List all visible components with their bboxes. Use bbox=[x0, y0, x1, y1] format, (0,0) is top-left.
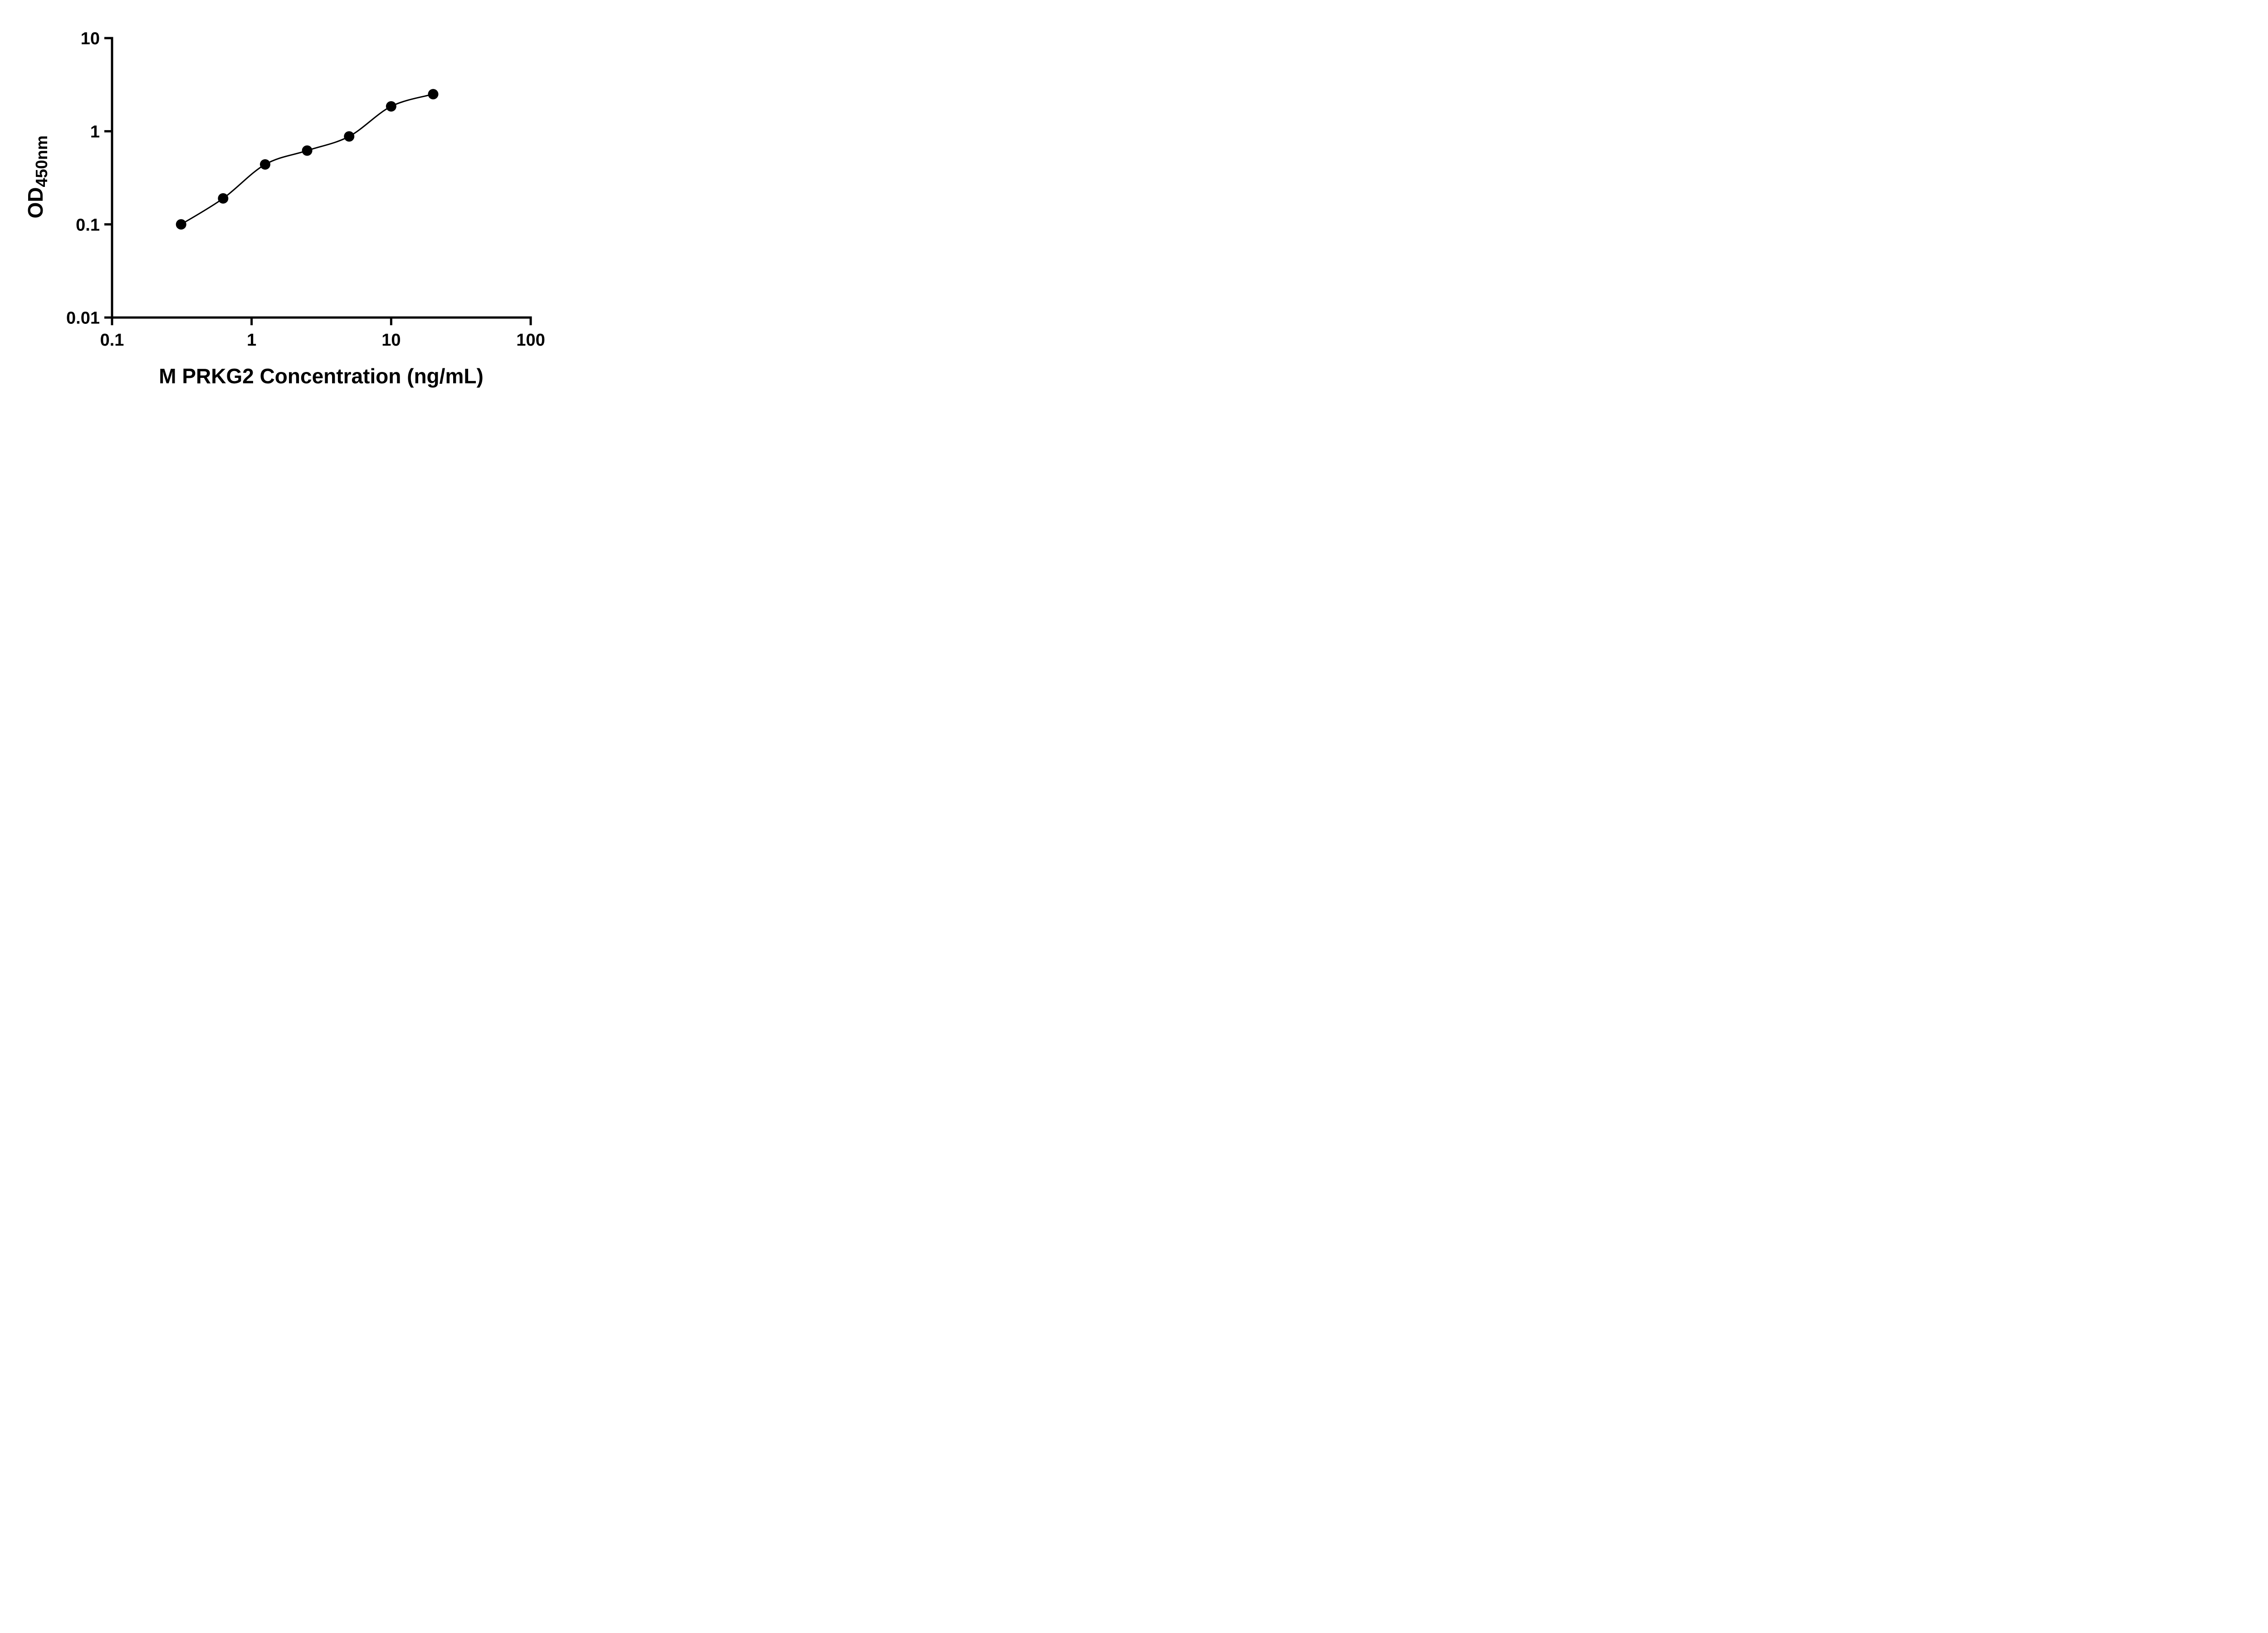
axis-spine bbox=[111, 37, 532, 319]
fit-curve bbox=[181, 93, 434, 225]
y-axis-title: OD450nm bbox=[24, 135, 51, 218]
x-axis-title: M PRKG2 Concentration (ng/mL) bbox=[159, 364, 484, 388]
x-tick-label: 100 bbox=[516, 331, 545, 350]
elisa-standard-curve-page: 0.01 0.1 1 10 0.1 1 10 100 OD450nm M PRKG2 Conc… bbox=[0, 0, 583, 408]
data-point bbox=[386, 101, 396, 112]
data-point bbox=[302, 145, 313, 156]
data-point bbox=[344, 131, 355, 142]
data-point bbox=[176, 219, 186, 230]
data-point bbox=[259, 159, 270, 170]
y-tick-label: 10 bbox=[81, 29, 100, 49]
x-tick-label: 10 bbox=[381, 331, 401, 350]
data-layer bbox=[176, 89, 439, 230]
x-tick-label: 1 bbox=[247, 331, 256, 350]
data-point bbox=[428, 89, 439, 100]
y-axis-title-subscript: 450nm bbox=[32, 135, 51, 187]
y-tick-label: 0.01 bbox=[66, 309, 100, 328]
data-point bbox=[218, 193, 229, 204]
y-axis-title-main: OD bbox=[24, 187, 47, 219]
y-tick-label: 1 bbox=[90, 122, 100, 142]
y-tick-label: 0.1 bbox=[76, 215, 100, 235]
x-tick-label: 0.1 bbox=[100, 331, 124, 350]
